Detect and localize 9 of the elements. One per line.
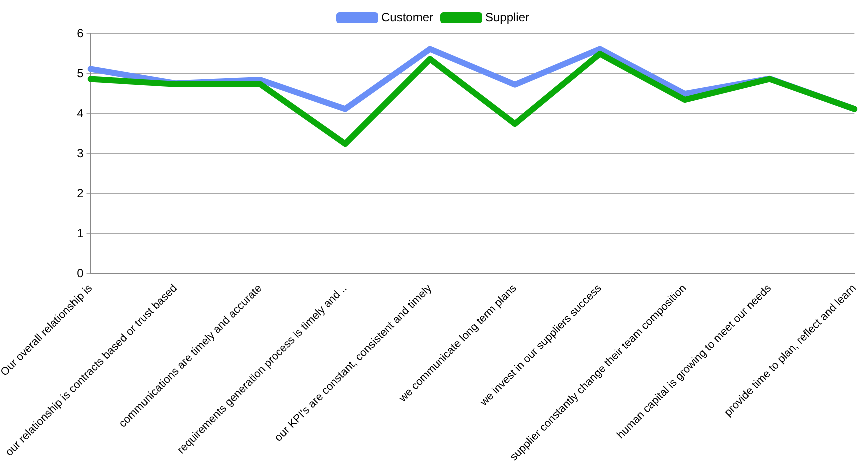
- y-tick-label: 4: [77, 106, 84, 120]
- legend-label: Customer: [381, 10, 434, 24]
- y-tick-label: 1: [77, 226, 84, 240]
- legend-label: Supplier: [485, 10, 530, 24]
- y-tick-label: 2: [77, 186, 84, 200]
- y-tick-label: 3: [77, 146, 84, 160]
- y-tick-label: 6: [77, 26, 84, 40]
- y-tick-label: 0: [77, 266, 84, 280]
- y-tick-label: 5: [77, 66, 84, 80]
